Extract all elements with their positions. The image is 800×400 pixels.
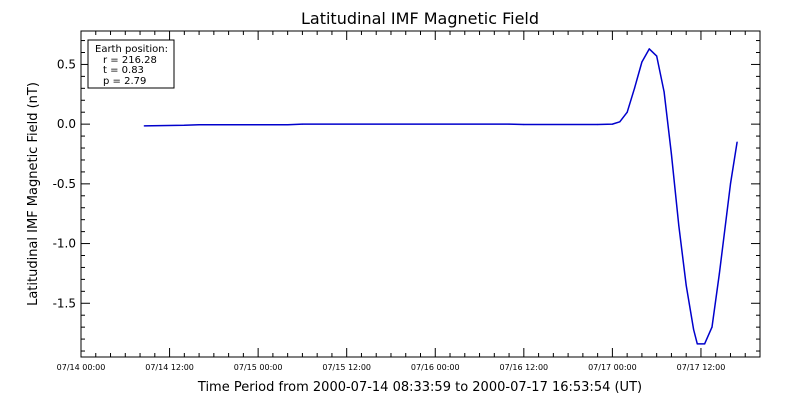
data-point — [611, 123, 613, 125]
data-point — [626, 111, 628, 113]
data-point — [685, 284, 687, 286]
earth-position-frame — [87, 39, 175, 89]
x-ticks: 07/14 00:00 07/14 12:00 07/15 00:00 07/15 1… — [57, 31, 761, 372]
y-tick-label: -1.0 — [53, 237, 76, 251]
earth-position-heading: Earth position: — [95, 44, 168, 55]
x-tick-label: 07/16 12:00 — [499, 363, 548, 372]
earth-position-p: p = 2.79 — [103, 76, 146, 87]
earth-position-t: t = 0.83 — [103, 65, 144, 76]
earth-position-r: r = 216.28 — [103, 55, 157, 66]
data-point — [696, 343, 698, 345]
data-point — [729, 183, 732, 185]
series-layer — [143, 48, 738, 345]
data-point — [301, 123, 304, 125]
x-tick-label: 07/14 12:00 — [145, 363, 194, 372]
x-tick-label: 07/16 00:00 — [411, 363, 460, 372]
data-point — [183, 124, 185, 126]
y-ticks: 0.5 0.0 -0.5 -1.0 -1.5 — [53, 40, 760, 352]
data-point — [641, 61, 643, 63]
data-point — [619, 121, 621, 123]
x-axis-label: Time Period from 2000-07-14 08:33:59 to … — [197, 380, 642, 395]
x-tick-label: 07/15 12:00 — [322, 363, 371, 372]
y-tick-label: 0.5 — [57, 57, 76, 71]
data-point — [648, 48, 650, 50]
data-point — [692, 328, 695, 331]
y-axis-label: Latitudinal IMF Magnetic Field (nT) — [26, 82, 41, 306]
x-tick-label: 07/17 12:00 — [677, 363, 726, 372]
data-point — [736, 141, 738, 143]
data-point — [718, 272, 721, 275]
y-tick-label: -1.5 — [53, 296, 76, 310]
data-point — [656, 55, 658, 57]
y-tick-label: 0.0 — [57, 117, 76, 131]
data-point — [670, 153, 673, 155]
chart-title: Latitudinal IMF Magnetic Field — [301, 9, 539, 28]
data-point — [711, 326, 713, 328]
data-point — [143, 125, 145, 127]
data-point — [287, 124, 289, 126]
data-point — [508, 123, 510, 125]
data-point — [678, 225, 680, 227]
data-point — [523, 123, 525, 126]
data-point — [704, 343, 706, 345]
data-point — [198, 124, 200, 126]
data-point — [663, 91, 665, 93]
x-tick-label: 07/15 00:00 — [234, 363, 283, 372]
x-tick-label: 07/14 00:00 — [57, 363, 106, 372]
data-point — [597, 123, 599, 126]
y-tick-label: -0.5 — [53, 177, 76, 191]
data-point — [633, 87, 636, 89]
x-tick-label: 07/17 00:00 — [588, 363, 637, 372]
earth-position-box: Earth position: r = 216.28 t = 0.83 p = … — [87, 39, 175, 89]
data-point — [726, 213, 728, 215]
series-line — [144, 48, 738, 345]
plot-frame — [80, 30, 761, 358]
